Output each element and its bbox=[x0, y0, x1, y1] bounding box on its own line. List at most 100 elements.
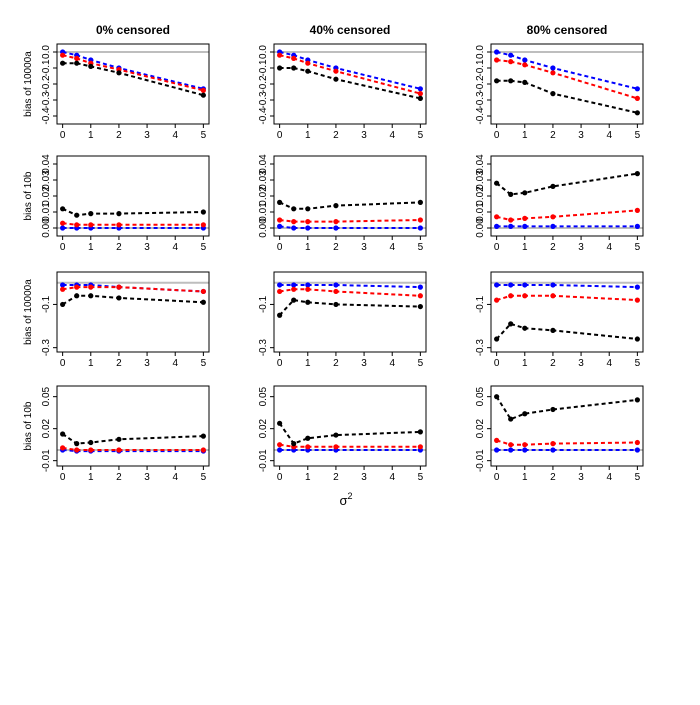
data-point-blue bbox=[508, 447, 514, 453]
data-point-red bbox=[550, 214, 556, 220]
data-point-blue bbox=[522, 223, 528, 229]
x-tick-label: 0 bbox=[60, 358, 66, 369]
panel-r1-c2: 0 1 2 3 4 5 0.000.010.020.030.04 bbox=[475, 154, 644, 253]
data-point-black bbox=[60, 206, 66, 212]
panel-r0-c0: 0 1 2 3 4 5 -0.4-0.3-0.2-0.10.0 bias of 10000a bbox=[23, 43, 210, 141]
data-point-red bbox=[333, 444, 339, 450]
data-point-black bbox=[277, 312, 283, 318]
data-point-black bbox=[291, 441, 297, 447]
data-point-black bbox=[550, 327, 556, 333]
data-point-blue bbox=[333, 225, 339, 231]
y-tick-label: 0.05 bbox=[41, 386, 52, 406]
y-axis-title: bias of 10b bbox=[23, 171, 34, 220]
y-tick-label: -0.4 bbox=[41, 107, 52, 125]
series-line-blue bbox=[62, 51, 204, 90]
x-tick-label: 3 bbox=[144, 242, 150, 253]
x-tick-label: 4 bbox=[389, 472, 395, 483]
x-tick-label: 4 bbox=[172, 242, 178, 253]
y-tick-label: -0.3 bbox=[475, 91, 486, 109]
data-point-black bbox=[494, 336, 500, 342]
data-point-black bbox=[522, 190, 528, 196]
panel-r2-c0: 0 1 2 3 4 5 -0.3 -0.1 bias of 10000a bbox=[23, 271, 210, 369]
y-tick-label: 0.03 bbox=[41, 170, 52, 190]
data-point-black bbox=[305, 299, 311, 305]
x-tick-label: 5 bbox=[635, 242, 641, 253]
data-point-blue bbox=[522, 57, 528, 63]
data-point-black bbox=[508, 321, 514, 327]
y-tick-label: 0.02 bbox=[475, 418, 486, 438]
y-tick-label: 0.00 bbox=[41, 218, 52, 238]
y-tick-label: 0.0 bbox=[475, 45, 486, 59]
data-point-red bbox=[333, 68, 339, 74]
data-point-black bbox=[277, 420, 283, 426]
x-tick-label: 0 bbox=[494, 358, 500, 369]
data-point-red bbox=[333, 288, 339, 295]
data-point-red bbox=[494, 57, 500, 63]
series-line-black bbox=[279, 67, 421, 100]
data-point-blue bbox=[634, 447, 640, 453]
x-tick-label: 3 bbox=[578, 130, 584, 141]
data-point-red bbox=[417, 91, 423, 97]
y-tick-label: -0.01 bbox=[258, 449, 269, 472]
x-tick-label: 1 bbox=[522, 130, 528, 141]
data-point-red bbox=[522, 293, 528, 299]
series-line-red bbox=[62, 54, 204, 92]
series-line-black bbox=[278, 299, 421, 316]
data-point-blue bbox=[634, 86, 640, 92]
data-point-red bbox=[417, 293, 423, 299]
data-point-blue bbox=[60, 225, 66, 231]
data-point-black bbox=[333, 203, 339, 209]
y-tick-label: -0.3 bbox=[475, 339, 486, 357]
y-tick-label: -0.1 bbox=[41, 295, 52, 313]
x-tick-label: 1 bbox=[305, 358, 311, 369]
data-point-black bbox=[522, 325, 528, 331]
data-point-blue bbox=[333, 282, 339, 288]
x-tick-label: 3 bbox=[578, 242, 584, 253]
y-tick-label: -0.1 bbox=[475, 295, 486, 313]
data-point-black bbox=[200, 433, 206, 439]
data-point-black bbox=[291, 297, 297, 303]
plot-frame bbox=[273, 155, 427, 237]
data-point-red bbox=[60, 286, 66, 292]
y-tick-label: 0.03 bbox=[475, 170, 486, 190]
data-point-black bbox=[74, 212, 80, 218]
y-tick-label: -0.3 bbox=[41, 91, 52, 109]
y-tick-label: 0.04 bbox=[258, 154, 269, 174]
x-tick-label: 4 bbox=[389, 130, 395, 141]
data-point-blue bbox=[550, 223, 556, 229]
data-point-red bbox=[291, 55, 297, 62]
x-tick-label: 0 bbox=[277, 130, 283, 141]
data-point-black bbox=[417, 429, 423, 435]
panel-r3-c2: 0 1 2 3 4 5 -0.01 0.02 0.05 bbox=[475, 385, 644, 483]
series-line-black bbox=[62, 433, 204, 445]
data-point-black bbox=[333, 432, 339, 438]
series-line-blue bbox=[496, 284, 638, 289]
data-point-red bbox=[74, 222, 80, 228]
data-point-red bbox=[305, 444, 311, 450]
data-point-black bbox=[634, 171, 640, 177]
x-tick-label: 2 bbox=[333, 130, 339, 141]
x-tick-label: 3 bbox=[361, 472, 367, 483]
y-tick-label: 0.0 bbox=[41, 45, 52, 59]
data-point-blue bbox=[305, 225, 311, 231]
data-point-black bbox=[494, 394, 500, 400]
data-point-red bbox=[494, 214, 500, 220]
x-tick-label: 3 bbox=[144, 358, 150, 369]
x-tick-label: 2 bbox=[333, 358, 339, 369]
x-tick-label: 1 bbox=[88, 242, 94, 253]
y-tick-label: -0.2 bbox=[475, 75, 486, 93]
data-point-black bbox=[494, 78, 500, 84]
data-point-black bbox=[60, 431, 66, 437]
data-point-red bbox=[305, 60, 311, 66]
y-tick-label: -0.01 bbox=[41, 449, 52, 472]
series-line-black bbox=[62, 207, 204, 217]
data-point-blue bbox=[417, 86, 423, 92]
data-point-red bbox=[494, 437, 500, 443]
data-point-black bbox=[277, 65, 283, 71]
series-line-blue bbox=[279, 225, 421, 229]
data-point-red bbox=[200, 447, 206, 453]
plot-frame bbox=[490, 155, 644, 237]
data-point-blue bbox=[634, 223, 640, 229]
data-point-blue bbox=[417, 225, 423, 231]
